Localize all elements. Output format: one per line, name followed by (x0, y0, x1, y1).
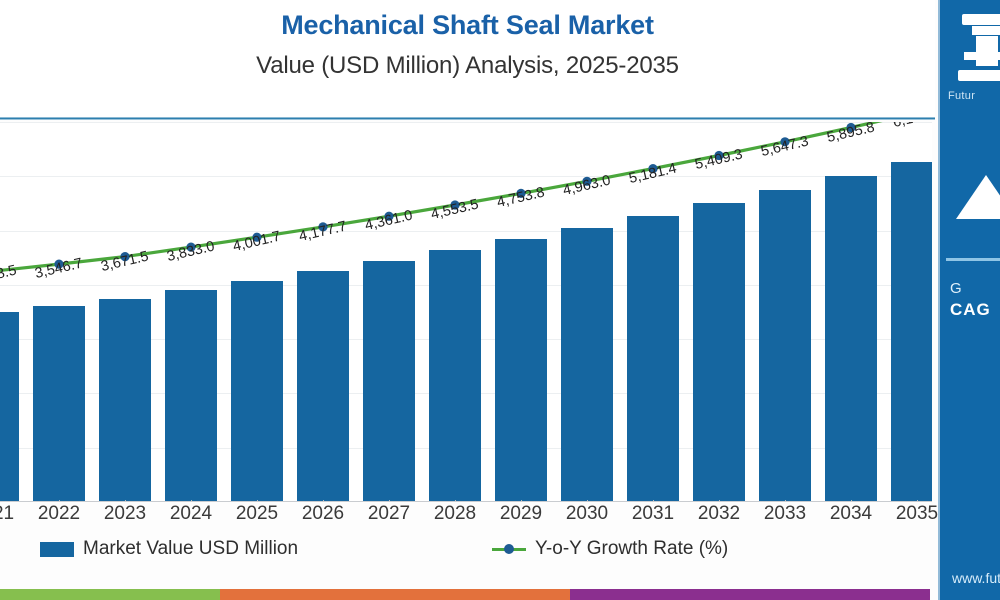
brand-left-edge (938, 0, 940, 600)
growth-rate-marker[interactable] (120, 252, 130, 262)
bar-series (0, 122, 932, 502)
bar[interactable] (362, 260, 416, 501)
bar-slot (488, 122, 554, 502)
bar-slot (620, 122, 686, 502)
x-axis-label: 2031 (631, 503, 675, 524)
bar[interactable] (824, 176, 878, 501)
chart-legend: Market Value USD Million Y-o-Y Growth Ra… (0, 538, 932, 576)
bar[interactable] (230, 280, 284, 501)
x-axis-label: 2030 (565, 503, 609, 524)
strip-segment-orange (220, 589, 570, 600)
x-axis-line (0, 501, 932, 502)
growth-rate-marker[interactable] (186, 242, 196, 252)
growth-rate-marker[interactable] (450, 200, 460, 210)
x-axis-label: 2032 (697, 503, 741, 524)
chart-subtitle: Value (USD Million) Analysis, 2025-2035 (256, 52, 679, 79)
bar-slot (92, 122, 158, 502)
growth-rate-marker[interactable] (252, 232, 262, 242)
x-axis-label: 2022 (37, 503, 81, 524)
bottom-color-strip (0, 589, 1000, 600)
x-axis-label: 2028 (433, 503, 477, 524)
bar[interactable] (0, 312, 20, 501)
legend-label-growth-rate: Y-o-Y Growth Rate (%) (535, 538, 729, 559)
bar-slot (356, 122, 422, 502)
bar-series-swatch (40, 541, 74, 557)
growth-rate-marker[interactable] (384, 211, 394, 221)
bar[interactable] (32, 305, 86, 501)
growth-rate-marker[interactable] (582, 176, 592, 186)
brand-divider (946, 258, 1000, 261)
line-series-swatch (492, 542, 526, 557)
legend-item-market-value[interactable]: Market Value USD Million (40, 538, 298, 560)
bar-slot (158, 122, 224, 502)
x-axis-label: 2029 (499, 503, 543, 524)
page-title: Mechanical Shaft Seal Market (281, 10, 654, 40)
x-axis-label: 2021 (0, 503, 15, 524)
brand-name: Futur (948, 90, 976, 102)
bar-slot (422, 122, 488, 502)
strip-segment-purple (570, 589, 930, 600)
growth-rate-marker[interactable] (648, 164, 658, 174)
bar-slot (884, 122, 932, 502)
brand-stat-label: G (950, 280, 963, 297)
bar-slot (26, 122, 92, 502)
bar[interactable] (758, 190, 812, 501)
x-axis-label: 2027 (367, 503, 411, 524)
bar[interactable] (692, 203, 746, 501)
plot-area: 3,428.5 3,546.7 3,671.5 3,833.0 4,001.7 4,177… (0, 122, 932, 502)
growth-rate-marker[interactable] (780, 137, 790, 147)
strip-segment-green (0, 589, 220, 600)
x-axis-label: 2034 (829, 503, 873, 524)
gridline (0, 122, 932, 123)
bar-slot (686, 122, 752, 502)
gridline (0, 176, 932, 178)
bar[interactable] (428, 250, 482, 501)
brand-sidebar: Futur G CAG www.fut (938, 0, 1000, 600)
growth-rate-line-series (0, 122, 883, 273)
growth-rate-marker[interactable] (846, 122, 856, 133)
x-axis-label: 2033 (763, 503, 807, 524)
x-axis-label: 2035 (895, 503, 939, 524)
x-axis-labels: 2021 2022 2023 2024 2025 2026 2027 2028 2029 2030… (0, 503, 938, 533)
growth-rate-marker[interactable] (714, 150, 724, 161)
legend-item-growth-rate[interactable]: Y-o-Y Growth Rate (%) (492, 538, 728, 560)
legend-label-market-value: Market Value USD Million (83, 538, 299, 559)
bar[interactable] (560, 227, 614, 501)
bar-slot (818, 122, 884, 502)
bar[interactable] (890, 162, 932, 501)
gridline (0, 230, 932, 232)
x-axis-label: 2026 (301, 503, 345, 524)
brand-url[interactable]: www.fut (952, 570, 1000, 586)
x-axis-label: 2023 (103, 503, 147, 524)
bar-slot (752, 122, 818, 502)
bar[interactable] (494, 239, 548, 501)
bar[interactable] (296, 270, 350, 501)
bar[interactable] (98, 298, 152, 501)
bar-slot (0, 122, 26, 501)
bar-slot (224, 122, 290, 502)
chart-header: Mechanical Shaft Seal Market Value (USD … (0, 0, 935, 120)
bar[interactable] (626, 215, 680, 501)
growth-rate-marker[interactable] (318, 222, 328, 232)
bar-slot (290, 122, 356, 502)
future-market-insights-logo-icon (952, 14, 1000, 86)
growth-rate-marker[interactable] (516, 188, 526, 198)
bar-slot (554, 122, 620, 502)
x-axis-label: 2024 (169, 503, 213, 524)
brand-stat-value: CAG (950, 300, 991, 319)
triangle-badge-icon (956, 175, 1000, 223)
bar[interactable] (164, 289, 218, 501)
growth-rate-marker[interactable] (54, 259, 64, 269)
x-axis-label: 2025 (235, 503, 279, 524)
header-divider (0, 117, 935, 120)
